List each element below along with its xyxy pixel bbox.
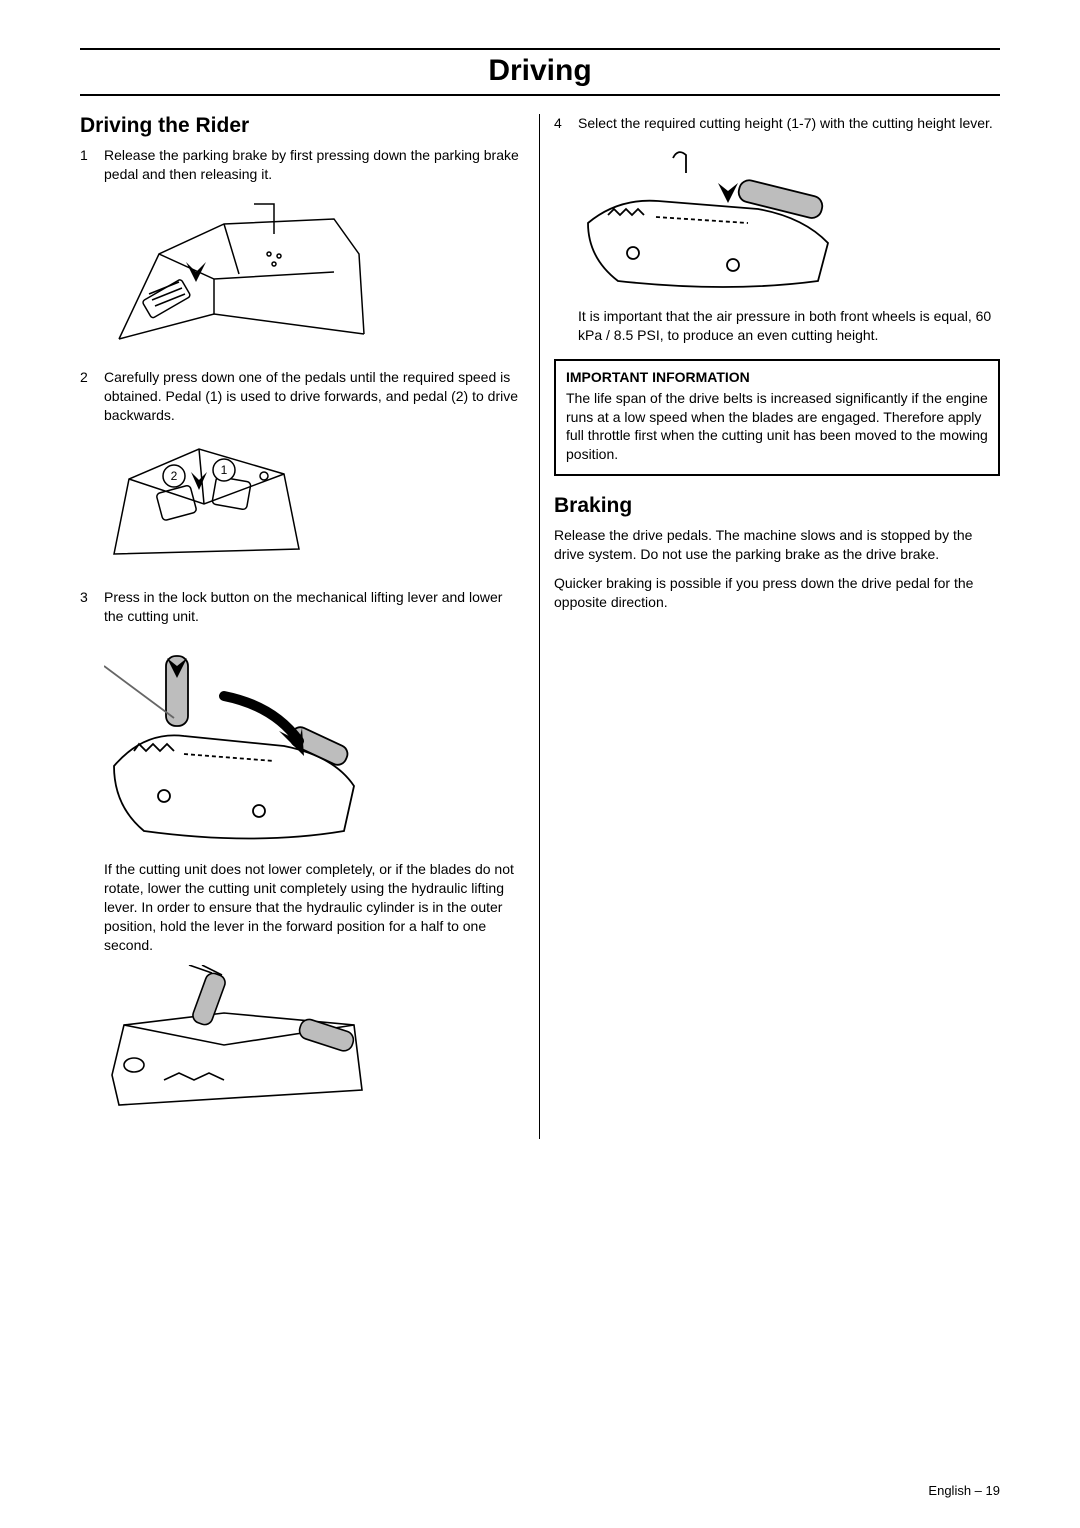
list-item: 4 Select the required cutting height (1-…: [554, 114, 1000, 133]
item-text: Release the parking brake by first press…: [104, 146, 525, 184]
section-heading-driving-rider: Driving the Rider: [80, 114, 525, 138]
two-column-layout: Driving the Rider 1 Release the parking …: [80, 114, 1000, 1139]
right-column: 4 Select the required cutting height (1-…: [540, 114, 1000, 1139]
paragraph: Quicker braking is possible if you press…: [554, 574, 1000, 612]
section-heading-braking: Braking: [554, 494, 1000, 518]
item-text: Press in the lock button on the mechanic…: [104, 588, 525, 626]
top-rule: [80, 48, 1000, 50]
item-number: 2: [80, 368, 94, 425]
page-footer: English – 19: [928, 1483, 1000, 1498]
footer-page-number: 19: [986, 1483, 1000, 1498]
left-column: Driving the Rider 1 Release the parking …: [80, 114, 540, 1139]
chapter-title: Driving: [80, 52, 1000, 96]
item-number: 1: [80, 146, 94, 184]
note-text: If the cutting unit does not lower compl…: [104, 860, 525, 954]
item-text: Carefully press down one of the pedals u…: [104, 368, 525, 425]
pedal-label-2: 2: [171, 469, 178, 483]
item-number: 3: [80, 588, 94, 626]
figure-cutting-height-lever: [578, 143, 1000, 293]
list-item: 3 Press in the lock button on the mechan…: [80, 588, 525, 626]
item-text: Select the required cutting height (1-7)…: [578, 114, 993, 133]
footer-language: English: [928, 1483, 971, 1498]
figure-hydraulic-lever: [104, 965, 525, 1125]
footer-separator: –: [971, 1483, 985, 1498]
paragraph: Release the drive pedals. The machine sl…: [554, 526, 1000, 564]
important-information-box: IMPORTANT INFORMATION The life span of t…: [554, 359, 1000, 477]
info-box-body: The life span of the drive belts is incr…: [566, 389, 988, 465]
list-item: 2 Carefully press down one of the pedals…: [80, 368, 525, 425]
figure-drive-pedals: 2 1: [104, 434, 525, 574]
pedal-label-1: 1: [221, 463, 228, 477]
figure-parking-brake: [104, 194, 525, 354]
note-text: It is important that the air pressure in…: [578, 307, 1000, 345]
info-box-title: IMPORTANT INFORMATION: [566, 369, 988, 385]
item-number: 4: [554, 114, 568, 133]
list-item: 1 Release the parking brake by first pre…: [80, 146, 525, 184]
figure-lifting-lever-lower: [104, 636, 525, 846]
